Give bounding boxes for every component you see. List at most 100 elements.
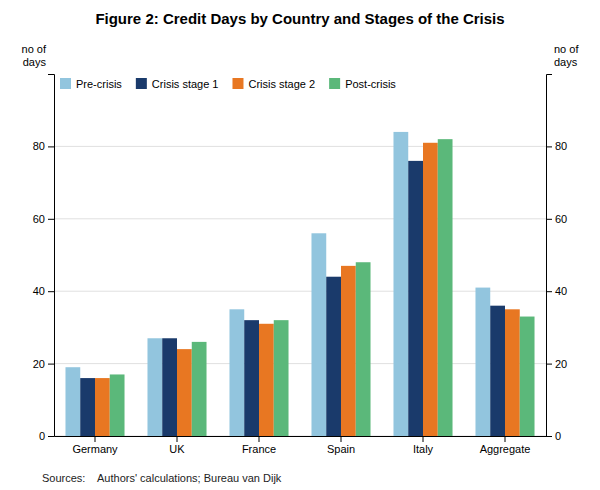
title: Figure 2: Credit Days by Country and Sta… (95, 10, 504, 27)
bar (110, 374, 125, 436)
bar (341, 266, 356, 436)
x-tick: Aggregate (480, 436, 531, 455)
grid-line (54, 146, 546, 147)
x-tick-label: France (242, 443, 276, 455)
bar (438, 139, 453, 436)
x-tick-label: Aggregate (480, 443, 531, 455)
y2-axis-title-line: no of (554, 43, 579, 55)
y2-axis-title-line: days (554, 56, 578, 68)
bar (95, 378, 110, 436)
y2-tick-label: 40 (555, 285, 567, 297)
bar (274, 320, 289, 436)
plot: Germany UK France Spain Italy Aggregate 0 20 40 6… (33, 75, 568, 455)
bar (65, 367, 80, 436)
legend-label: Post-crisis (345, 78, 396, 90)
x-tick-label: Italy (413, 443, 434, 455)
y2-tick-mark (546, 219, 552, 220)
bar (490, 306, 505, 436)
x-axis: Germany UK France Spain Italy Aggregate (55, 436, 547, 455)
legend-label: Crisis stage 2 (248, 78, 315, 90)
y-tick-mark (48, 364, 54, 365)
y-tick: 0 (39, 430, 54, 442)
y-tick-label: 80 (33, 140, 45, 152)
bar-series (110, 139, 535, 436)
y2-tick: 80 (546, 140, 567, 152)
y-tick-mark (48, 146, 54, 147)
legend-item: Pre-crisis (60, 78, 122, 90)
legend-item: Crisis stage 1 (136, 78, 219, 90)
y2-axis-line (547, 75, 553, 437)
grid-line (54, 436, 546, 437)
y-tick-mark (48, 436, 54, 437)
y2-tick-mark (546, 291, 552, 292)
y-tick-label: 0 (39, 430, 45, 442)
x-tick-mark (95, 436, 96, 442)
x-tick: Spain (327, 436, 355, 455)
bars (65, 132, 534, 436)
x-tick-label: Spain (327, 443, 355, 455)
legend-swatch (136, 78, 147, 89)
bar (393, 132, 408, 436)
y-axis-title-line: days (23, 56, 47, 68)
y2-tick: 60 (546, 213, 567, 225)
bar (192, 342, 207, 436)
y2-tick-label: 80 (555, 140, 567, 152)
y-tick: 40 (33, 285, 54, 297)
y-tick-label: 60 (33, 213, 45, 225)
y2-tick-label: 0 (555, 430, 561, 442)
y-axis-line (48, 75, 55, 437)
x-tick: France (242, 436, 276, 455)
y-tick-label: 40 (33, 285, 45, 297)
y-tick-mark (48, 291, 54, 292)
legend-swatch (232, 78, 243, 89)
x-tick: UK (169, 436, 185, 455)
y-tick: 20 (33, 358, 54, 370)
x-tick-mark (341, 436, 342, 442)
legend: Pre-crisis Crisis stage 1 Crisis stage 2 Po… (60, 78, 396, 90)
x-tick-mark (177, 436, 178, 442)
bar (408, 161, 423, 436)
bar (356, 262, 371, 436)
grid-line (54, 218, 546, 219)
y-tick: 80 (33, 140, 54, 152)
bar (80, 378, 95, 436)
x-tick-mark (505, 436, 506, 442)
y2-tick: 40 (546, 285, 567, 297)
chart: Figure 2: Credit Days by Country and Sta… (0, 0, 600, 490)
bar (311, 233, 326, 436)
y2-tick-mark (546, 436, 552, 437)
y2-tick-mark (546, 364, 552, 365)
bar (162, 338, 177, 436)
y2-tick: 0 (546, 430, 561, 442)
x-tick-mark (423, 436, 424, 442)
bar (244, 320, 259, 436)
y2-tick: 20 (546, 358, 567, 370)
y2-axis: 0 20 40 60 80 (546, 75, 567, 443)
bar (475, 288, 490, 436)
source-note: Sources: Authors' calculations; Bureau v… (42, 472, 282, 484)
y-tick: 60 (33, 213, 54, 225)
bar (229, 309, 244, 436)
bar (326, 277, 341, 436)
y-tick-mark (48, 219, 54, 220)
x-tick-label: Germany (72, 443, 118, 455)
x-tick: Italy (413, 436, 434, 455)
y2-axis-title: no ofdays (554, 43, 579, 68)
y2-tick-mark (546, 146, 552, 147)
y-axis-title-line: no of (22, 43, 47, 55)
grid (54, 146, 546, 436)
x-axis-line (55, 436, 547, 437)
y-axis: 0 20 40 60 80 (33, 75, 55, 443)
y-axis-title: no ofdays (22, 43, 47, 68)
bar-series (95, 143, 520, 436)
legend-label: Crisis stage 1 (152, 78, 219, 90)
y-tick-label: 20 (33, 358, 45, 370)
bar (177, 349, 192, 436)
legend-item: Crisis stage 2 (232, 78, 315, 90)
grid-line (54, 363, 546, 364)
bar (259, 324, 274, 436)
x-tick: Germany (72, 436, 118, 455)
x-tick-label: UK (169, 443, 185, 455)
bar (505, 309, 520, 436)
grid-line (54, 291, 546, 292)
